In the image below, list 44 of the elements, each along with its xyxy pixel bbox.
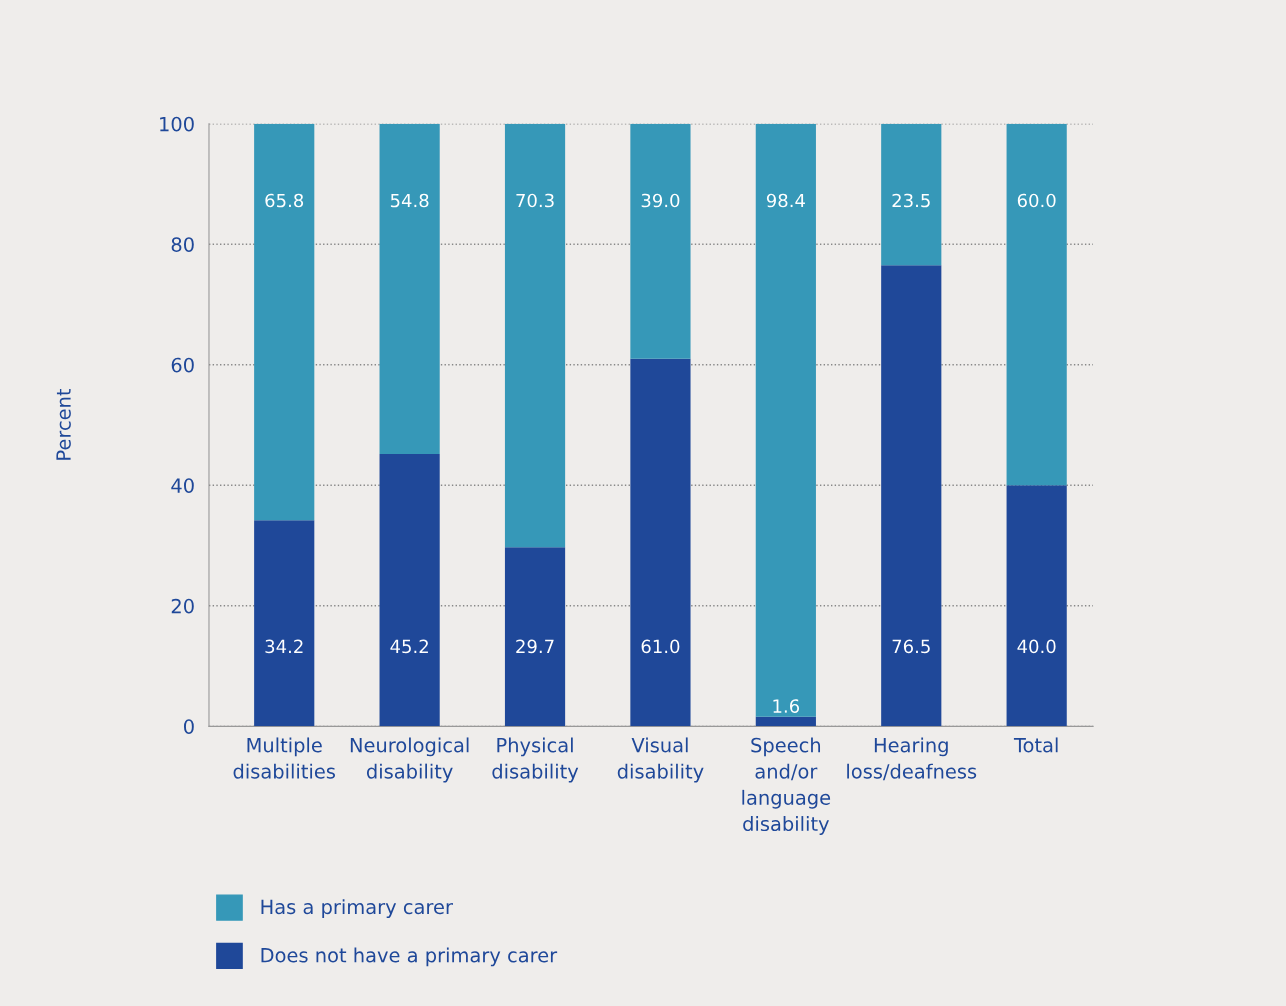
bar: [881, 123, 942, 266]
bar: [755, 716, 816, 727]
data-label: 98.4: [766, 193, 805, 208]
data-label: 65.8: [265, 193, 304, 208]
data-label: 60.0: [1017, 193, 1056, 208]
data-label: 23.5: [892, 193, 930, 208]
data-label: 76.5: [892, 639, 930, 654]
data-label: 61.0: [641, 639, 680, 654]
data-label: 29.7: [516, 639, 554, 654]
data-label: 1.6: [773, 699, 800, 713]
bar: [379, 453, 440, 727]
x-tick-label: Multiple disabilities: [233, 737, 335, 779]
bar: [881, 265, 942, 727]
y-tick-label: 60: [171, 357, 194, 373]
legend-label: Has a primary carer: [261, 899, 453, 918]
bar: [504, 123, 566, 548]
y-tick-label: 40: [171, 478, 194, 493]
bar: [254, 520, 315, 727]
bar: [379, 123, 440, 454]
x-tick-label: Total: [1013, 737, 1058, 753]
bar: [1006, 123, 1067, 486]
y-tick-label: 100: [160, 116, 194, 132]
y-tick-label: 0: [184, 719, 194, 734]
data-label: 40.0: [1017, 639, 1056, 654]
bar: [504, 547, 566, 727]
x-tick-label: Neurological disability: [350, 737, 469, 783]
data-label: 39.0: [641, 193, 680, 208]
x-tick-label: Hearing loss/deafness: [847, 737, 977, 781]
data-label: 70.3: [516, 193, 554, 208]
x-tick-label: Physical disability: [492, 737, 579, 783]
data-label: 45.2: [390, 639, 428, 654]
y-tick-label: 80: [171, 237, 194, 252]
data-label: 54.8: [390, 193, 429, 208]
bar: [630, 123, 691, 359]
legend-label: Does not have a primary carer: [261, 947, 558, 967]
x-tick-label: Visual disability: [617, 737, 704, 783]
y-tick-label: 20: [171, 598, 194, 614]
data-label: 34.2: [265, 639, 303, 654]
y-axis-title: Percent: [56, 388, 71, 460]
bar: [755, 123, 816, 717]
bar: [254, 123, 315, 521]
x-tick-label: Speech and/or language disability: [742, 737, 831, 835]
bar: [1006, 485, 1067, 727]
bar: [630, 358, 691, 727]
